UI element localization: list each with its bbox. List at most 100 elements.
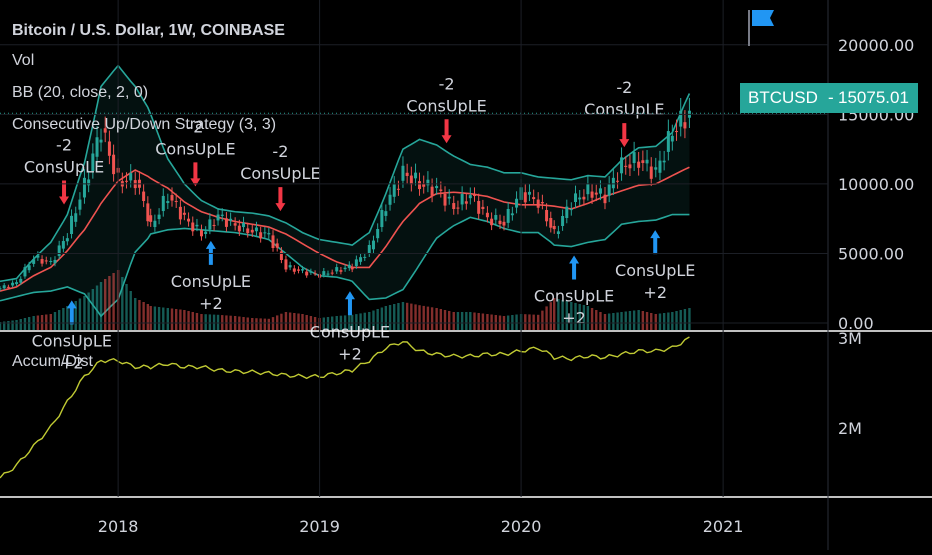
volume-bar <box>216 314 220 330</box>
accum-dist-pane <box>0 336 690 479</box>
candle-body <box>645 159 649 164</box>
volume-bar <box>187 311 190 330</box>
volume-bar <box>134 298 137 330</box>
candle-body <box>61 241 65 249</box>
volume-bar <box>384 306 388 330</box>
volume-bar <box>87 292 90 330</box>
candle-body <box>556 231 560 234</box>
volume-bar <box>532 314 535 330</box>
candle-body <box>288 265 292 268</box>
candle-body <box>582 196 586 200</box>
candle-body <box>679 110 683 127</box>
volume-bar <box>170 308 174 330</box>
candle-body <box>376 228 380 239</box>
blue-flag-icon[interactable] <box>748 8 778 48</box>
candle-body <box>95 137 99 157</box>
candle-body <box>414 172 418 179</box>
candle-body <box>27 265 31 271</box>
volume-bar <box>557 299 560 330</box>
volume-bar <box>267 318 271 330</box>
candle-body <box>208 219 212 230</box>
strategy-label-name: ConsUpLE <box>171 272 251 291</box>
chart-title: Bitcoin / U.S. Dollar, 1W, COINBASE <box>12 22 285 39</box>
legend-accum-dist[interactable]: Accum/Dist <box>12 353 93 370</box>
candle-body <box>142 191 146 201</box>
volume-bar <box>465 312 468 330</box>
volume-bar <box>212 314 216 330</box>
volume-bar <box>297 313 300 330</box>
volume-bar <box>195 313 199 330</box>
volume-bar <box>142 302 145 330</box>
candle-body <box>322 271 326 276</box>
candle-body <box>32 259 36 264</box>
legend-bollinger-bands[interactable]: BB (20, close, 2, 0) <box>12 84 149 101</box>
volume-bar <box>125 284 128 330</box>
candle-body <box>15 282 19 285</box>
volume-bar <box>19 319 22 330</box>
volume-bar <box>536 314 540 330</box>
volume-bar <box>99 282 103 330</box>
candle-body <box>658 160 662 173</box>
candle-body <box>578 197 582 200</box>
accum-dist-line <box>0 336 690 479</box>
candle-body <box>229 218 233 221</box>
volume-bar <box>108 276 111 330</box>
buy-arrow-icon <box>569 255 580 280</box>
legend-consecutive-strategy[interactable]: Consecutive Up/Down Strategy (3, 3) <box>12 116 277 133</box>
strategy-label-name: ConsUpLE <box>32 331 112 350</box>
buy-arrow-icon <box>650 230 661 255</box>
candle-body <box>170 195 174 201</box>
volume-bar <box>662 313 666 330</box>
candle-body <box>637 161 641 168</box>
volume-bar <box>11 320 14 330</box>
volume-bar <box>397 303 400 330</box>
volume-bar <box>595 310 598 330</box>
volume-bar <box>565 301 568 330</box>
volume-bar <box>645 312 649 330</box>
volume-bar <box>388 305 392 330</box>
volume-bar <box>45 314 48 330</box>
buy-arrow-icon <box>205 240 216 265</box>
candle-body <box>536 199 540 208</box>
volume-bar <box>78 298 82 330</box>
volume-bar <box>255 318 258 330</box>
candle-body <box>409 175 413 185</box>
candle-body <box>502 221 506 226</box>
candle-body <box>237 225 241 232</box>
candle-body <box>363 256 367 258</box>
sell-arrow-icon <box>441 119 452 144</box>
legend-volume[interactable]: Vol <box>12 52 35 69</box>
strategy-label-qty: -2 <box>187 117 203 136</box>
candle-body <box>263 232 267 234</box>
candle-body <box>125 180 129 182</box>
volume-bar <box>191 312 194 330</box>
volume-bar <box>448 311 451 330</box>
sell-arrow-icon <box>190 162 201 187</box>
volume-bar <box>515 314 518 330</box>
candle-body <box>216 214 220 221</box>
candle-body <box>481 206 485 210</box>
strategy-label-qty: -2 <box>439 74 455 93</box>
volume-bar <box>612 313 615 330</box>
volume-bar <box>578 304 581 330</box>
candle-body <box>40 259 44 264</box>
volume-bar <box>376 309 379 330</box>
volume-bar <box>246 317 249 330</box>
volume-bar <box>95 285 99 330</box>
time-axis-tick-label: 2018 <box>98 517 139 536</box>
volume-bar <box>288 312 292 330</box>
candle-body <box>309 271 313 273</box>
buy-arrow-icon <box>66 300 77 325</box>
candle-body <box>339 270 343 272</box>
volume-bar <box>688 308 691 330</box>
volume-bar <box>40 315 44 330</box>
candle-body <box>464 201 468 204</box>
candle-body <box>594 192 598 195</box>
candle-body <box>569 209 573 211</box>
candle-body <box>654 167 658 170</box>
volume-bar <box>66 306 69 330</box>
candle-body <box>552 226 556 230</box>
volume-bar <box>121 277 124 330</box>
